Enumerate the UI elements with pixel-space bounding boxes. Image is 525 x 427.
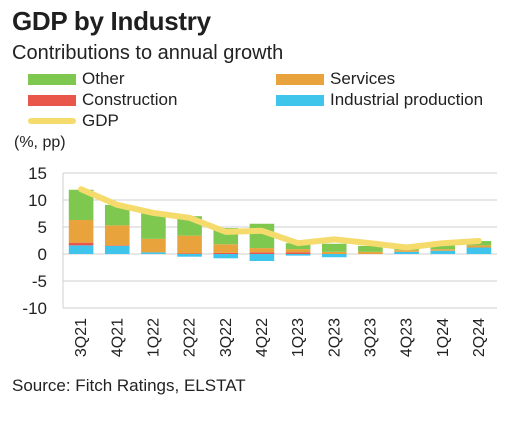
legend-label-industrial-production: Industrial production (330, 90, 484, 109)
bar-segment-services (394, 250, 419, 252)
bar-segment-services (104, 225, 130, 246)
gdp-point (333, 238, 335, 240)
gdp-point (116, 204, 118, 206)
legend: Other Services Construction Industrial p… (0, 0, 525, 150)
bar-segment-industrial-production (430, 250, 456, 254)
bar-segment-industrial-production (394, 251, 419, 254)
legend-swatch-construction (28, 94, 76, 106)
bar-segment-services (358, 251, 383, 254)
bar-segment-services (213, 244, 239, 253)
gdp-point (442, 242, 444, 244)
y-tick-label: -10 (22, 299, 47, 318)
bar-segment-industrial-production (213, 254, 239, 259)
x-tick-label: 1Q22 (145, 318, 162, 357)
bar-segment-construction (249, 252, 275, 254)
bar-segment-industrial-production (466, 247, 492, 254)
gdp-line (78, 186, 482, 251)
legend-item-services: Services (276, 69, 395, 89)
bar-segment-construction (68, 242, 94, 246)
bar-segment-industrial-production (177, 254, 202, 257)
bar-segment-industrial-production (68, 245, 94, 254)
bar-segment-services (430, 249, 456, 251)
y-tick-label: 10 (28, 191, 47, 210)
legend-item-industrial-production: Industrial production (276, 90, 483, 110)
y-tick-label: 0 (38, 245, 47, 264)
legend-swatch-other (28, 73, 76, 85)
x-tick-label: 3Q23 (362, 318, 379, 357)
chart-subtitle: Contributions to annual growth (12, 42, 284, 64)
gdp-point (406, 247, 408, 249)
bar-segment-industrial-production (104, 245, 130, 254)
bar-segment-construction (285, 252, 311, 254)
bar-segment-services (249, 248, 275, 253)
gdp-point (297, 242, 299, 244)
source-note: Source: Fitch Ratings, ELSTAT (12, 376, 246, 395)
bar-segment-services (466, 245, 492, 248)
x-tick-label: 2Q22 (182, 318, 199, 357)
legend-item-gdp: GDP (28, 111, 119, 131)
chart-title: GDP by Industry (12, 6, 211, 36)
bar-segment-other (358, 245, 383, 252)
legend-swatch-services (276, 73, 324, 85)
gdp-point (261, 230, 263, 232)
x-tick-label: 4Q21 (109, 318, 126, 357)
legend-label-construction: Construction (82, 90, 178, 109)
y-tick-label: 15 (28, 164, 47, 183)
y-tick-label: 5 (38, 218, 47, 237)
legend-swatch-industrial-production (276, 94, 324, 106)
gdp-point (478, 240, 480, 242)
gdp-point (189, 217, 191, 219)
legend-item-construction: Construction (28, 90, 177, 110)
x-tick-label: 2Q24 (471, 318, 488, 357)
bar-segment-construction (213, 252, 239, 254)
bar-segment-services (141, 238, 166, 253)
bar-segment-services (321, 251, 347, 254)
x-tick-label: 4Q22 (254, 318, 271, 357)
gdp-point (80, 188, 82, 190)
gdp-point (225, 231, 227, 233)
bar-segment-construction (104, 245, 130, 246)
bar-segment-services (285, 249, 311, 253)
y-tick-label: -5 (32, 272, 47, 291)
x-tick-label: 4Q23 (399, 318, 416, 357)
legend-label-other: Other (82, 69, 125, 88)
x-tick-label: 3Q22 (218, 318, 235, 357)
x-tick-label: 3Q21 (73, 318, 90, 357)
bar-segment-industrial-production (285, 254, 311, 256)
gdp-point (369, 242, 371, 244)
bar-segment-other (321, 243, 347, 252)
x-tick-label: 1Q24 (435, 318, 452, 357)
bar-segment-industrial-production (249, 254, 275, 262)
bar-segment-construction (177, 253, 202, 254)
gdp-point (152, 212, 154, 214)
bar-segment-industrial-production (321, 254, 347, 258)
unit-label: (%, pp) (14, 134, 66, 151)
bar-segment-industrial-production (141, 252, 166, 254)
bar-segment-services (177, 235, 202, 254)
legend-label-services: Services (330, 69, 396, 88)
legend-item-other: Other (28, 69, 125, 89)
bar-segment-services (68, 219, 94, 243)
bar-segment-other (104, 204, 130, 226)
x-tick-label: 1Q23 (290, 318, 307, 357)
x-tick-label: 2Q23 (326, 318, 343, 357)
legend-label-gdp: GDP (82, 111, 119, 130)
legend-swatch-gdp (28, 118, 76, 124)
